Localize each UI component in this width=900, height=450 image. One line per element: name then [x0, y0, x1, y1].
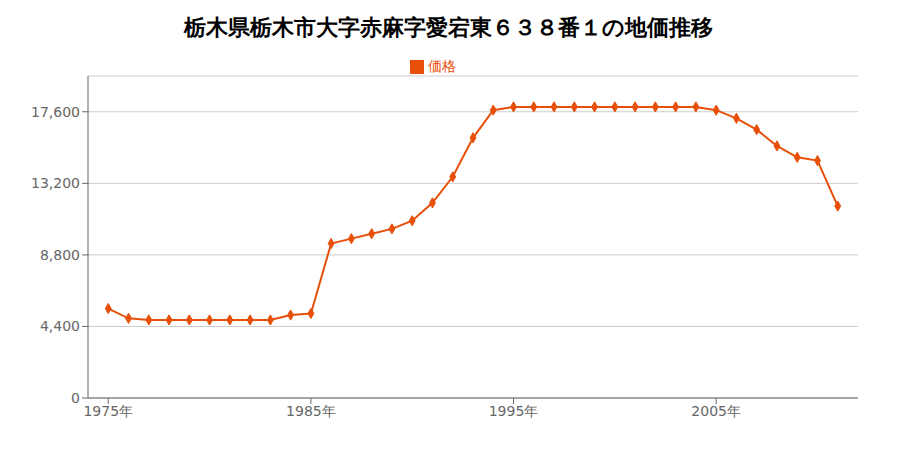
svg-text:13,200: 13,200	[31, 175, 80, 191]
svg-text:8,800: 8,800	[40, 247, 80, 263]
svg-text:2005年: 2005年	[691, 403, 741, 419]
html-text:栃木県栃木市大字赤麻字愛宕東６３８番１の地価推移: 栃木県栃木市大字赤麻字愛宕東６３８番１の地価推移	[183, 15, 713, 40]
svg-text:17,600: 17,600	[31, 104, 80, 120]
svg-text:1975年: 1975年	[83, 403, 133, 419]
svg-text:0: 0	[71, 390, 80, 406]
svg-text:1985年: 1985年	[286, 403, 336, 419]
svg-text:1995年: 1995年	[489, 403, 539, 419]
svg-text:4,400: 4,400	[40, 318, 80, 334]
html-text:価格: 価格	[428, 58, 456, 74]
